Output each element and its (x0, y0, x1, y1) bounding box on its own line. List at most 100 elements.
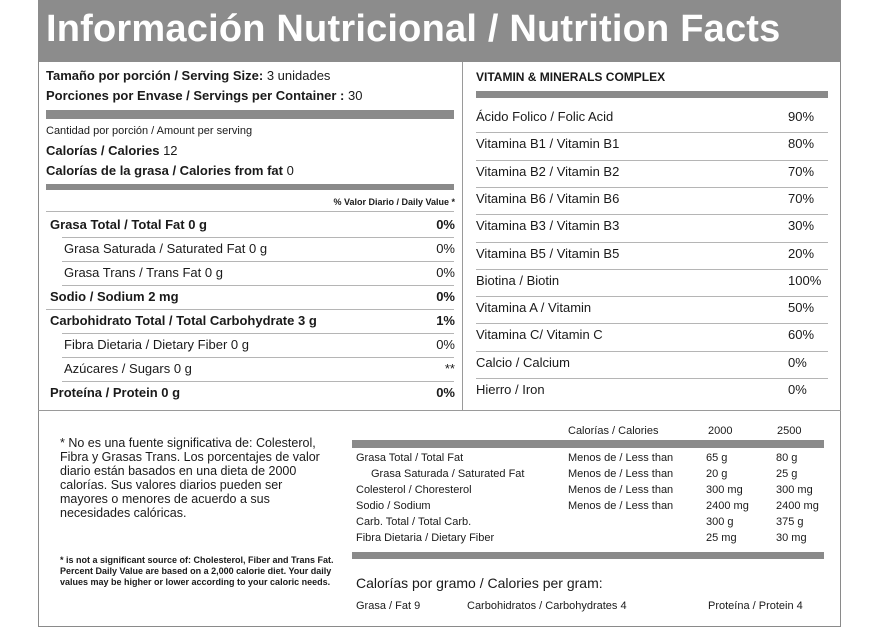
nutrient-label: Grasa Total / Total Fat 0 g (50, 217, 207, 232)
daily-value-header: % Valor Diario / Daily Value * (333, 197, 455, 207)
row-line (62, 285, 454, 286)
vitamin-label: Vitamina C/ Vitamin C (476, 327, 603, 342)
ref-row-qualifier: Menos de / Less than (568, 452, 674, 464)
vitamin-label: Calcio / Calcium (476, 355, 570, 370)
vitamin-value: 30% (788, 218, 815, 233)
row-line (46, 309, 454, 310)
per-gram-protein: Proteína / Protein 4 (708, 600, 803, 612)
vitamin-label: Hierro / Iron (476, 382, 545, 397)
vitamin-value: 20% (788, 246, 815, 261)
ref-row-value-2500: 25 g (776, 468, 798, 480)
ref-row-value-2500: 300 mg (776, 484, 813, 496)
ref-col-2500: 2500 (777, 425, 802, 437)
divider-bar (352, 440, 824, 448)
ref-row-label: Colesterol / Choresterol (356, 484, 472, 496)
row-line (46, 211, 454, 212)
nutrient-label: Fibra Dietaria / Dietary Fiber 0 g (64, 337, 249, 352)
nutrient-label: Carbohidrato Total / Total Carbohydrate … (50, 313, 317, 328)
footnote-en: * is not a significant source of: Choles… (60, 555, 334, 587)
nutrient-value: 0% (436, 241, 455, 256)
serving-size-label: Tamaño por porción / Serving Size: (46, 68, 264, 83)
nutrient-label: Grasa Saturada / Saturated Fat 0 g (64, 241, 268, 256)
vitamin-label: Vitamina B6 / Vitamin B6 (476, 191, 620, 206)
row-line (476, 296, 828, 297)
ref-row-value-2000: 25 mg (706, 532, 737, 544)
ref-row-value-2000: 300 mg (706, 484, 743, 496)
vitamin-value: 70% (788, 164, 815, 179)
vitamin-value: 0% (788, 355, 807, 370)
nutrient-label: Sodio / Sodium 2 mg (50, 289, 179, 304)
nutrient-value: 0% (436, 217, 455, 232)
nutrient-label: Azúcares / Sugars 0 g (64, 361, 192, 376)
divider-bar (352, 552, 824, 559)
ref-row-label: Grasa Saturada / Saturated Fat (371, 468, 525, 480)
vitamin-value: 70% (788, 191, 815, 206)
vitamin-value: 90% (788, 109, 815, 124)
nutrient-value: 0% (436, 265, 455, 280)
row-line (476, 187, 828, 188)
title-bar (38, 0, 841, 62)
calories: Calorías / Calories 12 (46, 143, 178, 158)
serving-size-value: 3 unidades (266, 68, 331, 83)
vitamin-value: 0% (788, 382, 807, 397)
ref-row-value-2000: 20 g (706, 468, 728, 480)
divider-bar (476, 91, 828, 98)
row-line (62, 261, 454, 262)
servings-per-container: Porciones por Envase / Servings per Cont… (46, 88, 362, 103)
footer-divider (38, 410, 841, 411)
vitamin-value: 100% (788, 273, 822, 288)
vitamin-label: Vitamina A / Vitamin (476, 300, 592, 315)
row-line (62, 357, 454, 358)
vitamin-label: Vitamina B5 / Vitamin B5 (476, 246, 620, 261)
row-line (476, 242, 828, 243)
ref-row-value-2000: 2400 mg (706, 500, 749, 512)
row-line (476, 269, 828, 270)
ref-row-qualifier: Menos de / Less than (568, 468, 674, 480)
ref-row-value-2500: 2400 mg (776, 500, 819, 512)
nutrient-value: 0% (436, 385, 455, 400)
ref-row-value-2500: 30 mg (776, 532, 807, 544)
servings-per-container-value: 30 (348, 88, 363, 103)
calories-value: 12 (163, 143, 178, 158)
serving-size: Tamaño por porción / Serving Size: 3 uni… (46, 68, 330, 83)
row-line (476, 323, 828, 324)
ref-row-label: Sodio / Sodium (356, 500, 431, 512)
ref-row-label: Grasa Total / Total Fat (356, 452, 464, 464)
footnote-es: * No es una fuente significativa de: Col… (60, 436, 320, 520)
vitamin-label: Biotina / Biotin (476, 273, 560, 288)
ref-row-value-2000: 300 g (706, 516, 734, 528)
row-line (476, 378, 828, 379)
ref-row-value-2500: 375 g (776, 516, 804, 528)
ref-row-label: Fibra Dietaria / Dietary Fiber (356, 532, 495, 544)
row-line (476, 160, 828, 161)
ref-col-2000: 2000 (708, 425, 733, 437)
vitamins-header: VITAMIN & MINERALS COMPLEX (476, 70, 666, 84)
per-gram-fat: Grasa / Fat 9 (356, 600, 421, 612)
nutrient-value: 0% (436, 289, 455, 304)
vitamin-value: 50% (788, 300, 815, 315)
vitamin-value: 60% (788, 327, 815, 342)
amount-per-serving: Cantidad por porción / Amount per servin… (46, 125, 253, 137)
ref-row-value-2000: 65 g (706, 452, 728, 464)
ref-row-label: Carb. Total / Total Carb. (356, 516, 472, 528)
divider-bar (46, 184, 454, 190)
vitamin-label: Vitamina B3 / Vitamin B3 (476, 218, 620, 233)
servings-per-container-label: Porciones por Envase / Servings per Cont… (46, 88, 345, 103)
nutrient-value: ** (444, 361, 455, 376)
row-line (476, 132, 828, 133)
row-line (62, 381, 454, 382)
fat-calories-value: 0 (286, 163, 294, 178)
ref-row-qualifier: Menos de / Less than (568, 484, 674, 496)
fat-calories-label: Calorías de la grasa / Calories from fat (46, 163, 283, 178)
vitamin-label: Ácido Folico / Folic Acid (476, 109, 614, 124)
row-line (476, 351, 828, 352)
nutrient-label: Grasa Trans / Trans Fat 0 g (64, 265, 223, 280)
vitamin-value: 80% (788, 136, 815, 151)
ref-row-qualifier: Menos de / Less than (568, 500, 674, 512)
row-line (476, 214, 828, 215)
divider-bar (46, 110, 454, 119)
row-line (62, 333, 454, 334)
ref-calories-label: Calorías / Calories (568, 425, 659, 437)
ref-row-value-2500: 80 g (776, 452, 798, 464)
fat-calories: Calorías de la grasa / Calories from fat… (46, 163, 294, 178)
